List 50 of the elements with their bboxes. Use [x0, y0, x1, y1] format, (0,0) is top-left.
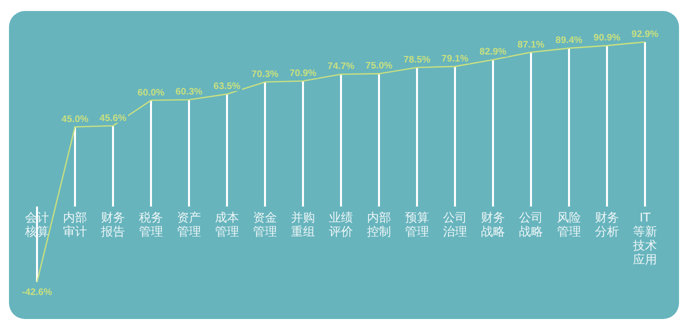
bar [112, 126, 114, 207]
x-tick-label: 预算管理 [405, 210, 429, 239]
x-tick-label: 内部控制 [367, 210, 391, 239]
x-tick-label: 公司战略 [519, 210, 543, 239]
bar [530, 52, 532, 207]
data-label: 70.3% [252, 69, 280, 80]
x-tick-label: 财务分析 [595, 210, 619, 239]
bar [416, 68, 418, 207]
bar [302, 80, 304, 207]
bar [340, 74, 342, 207]
data-label: 63.5% [214, 81, 242, 92]
bar [568, 48, 570, 207]
data-label: 92.9% [632, 29, 660, 40]
x-tick-label: 税务管理 [139, 210, 163, 239]
data-label: 89.4% [556, 35, 584, 46]
bar [188, 100, 190, 207]
bar [150, 100, 152, 207]
x-tick-label: 资产管理 [177, 210, 201, 239]
x-tick-label: 业绩评价 [329, 210, 353, 239]
bar [226, 94, 228, 207]
x-tick-label: 风险管理 [557, 210, 581, 239]
data-label: 87.1% [518, 39, 546, 50]
data-label: 90.9% [594, 32, 622, 44]
data-label: 75.0% [366, 60, 394, 72]
bar [74, 126, 76, 207]
bar [264, 82, 266, 207]
bar [644, 42, 646, 207]
bar [454, 66, 456, 207]
x-tick-label: 公司治理 [443, 210, 467, 239]
data-label: 70.9% [290, 68, 318, 79]
data-label: 74.7% [328, 61, 356, 72]
x-tick-label: 内部审计 [63, 210, 87, 239]
data-label: 45.0% [62, 114, 90, 125]
x-tick-label: 资金管理 [253, 210, 277, 239]
data-label: 79.1% [442, 53, 470, 64]
data-label: 60.0% [138, 87, 166, 98]
bar [492, 60, 494, 207]
data-label: 82.9% [480, 46, 508, 58]
bar [36, 206, 38, 282]
data-label: 78.5% [404, 54, 432, 66]
x-tick-label: 财务战略 [481, 210, 505, 239]
x-tick-label: IT等新技术应用 [632, 210, 657, 267]
bar [378, 74, 380, 207]
data-label: 60.3% [176, 86, 204, 98]
bar [606, 46, 608, 207]
data-label: -42.6% [22, 287, 53, 298]
x-tick-label: 成本管理 [215, 210, 239, 239]
x-tick-label: 财务报告 [100, 210, 125, 239]
x-tick-label: 并购重组 [291, 210, 315, 239]
data-label: 45.6% [100, 112, 128, 124]
